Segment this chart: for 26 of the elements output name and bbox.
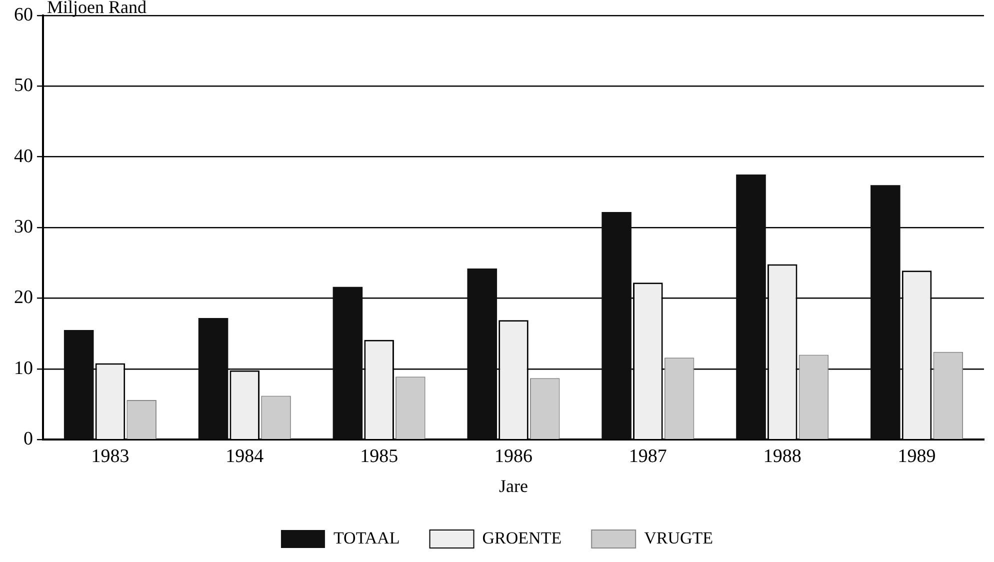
x-tick-label: 1987 xyxy=(628,446,667,467)
y-tick-label: 0 xyxy=(24,428,33,450)
y-tick-label: 10 xyxy=(14,358,33,379)
legend-label: TOTAAL xyxy=(333,528,400,548)
bar xyxy=(602,212,632,439)
x-tick-label: 1986 xyxy=(494,446,532,467)
y-tick-label: 40 xyxy=(14,146,33,167)
x-tick-label: 1989 xyxy=(898,446,936,467)
bar xyxy=(64,330,94,439)
x-tick-label: 1988 xyxy=(763,446,802,467)
y-tick-label: 60 xyxy=(14,4,33,26)
x-tick-label: 1983 xyxy=(91,446,130,467)
y-tick-label: 30 xyxy=(14,216,33,238)
bar xyxy=(198,318,228,439)
legend-label: VRUGTE xyxy=(644,528,714,548)
x-tick-label: 1985 xyxy=(360,446,398,467)
y-tick-label: 50 xyxy=(14,75,33,96)
y-axis-title: Miljoen Rand xyxy=(47,0,146,18)
x-tick-label: 1984 xyxy=(226,446,264,467)
bar xyxy=(736,174,766,439)
bar xyxy=(467,268,498,439)
y-tick-label: 20 xyxy=(14,287,33,308)
legend-label: GROENTE xyxy=(482,528,562,548)
x-axis-title: Jare xyxy=(499,476,528,496)
bar xyxy=(870,185,900,439)
bar xyxy=(332,286,363,439)
